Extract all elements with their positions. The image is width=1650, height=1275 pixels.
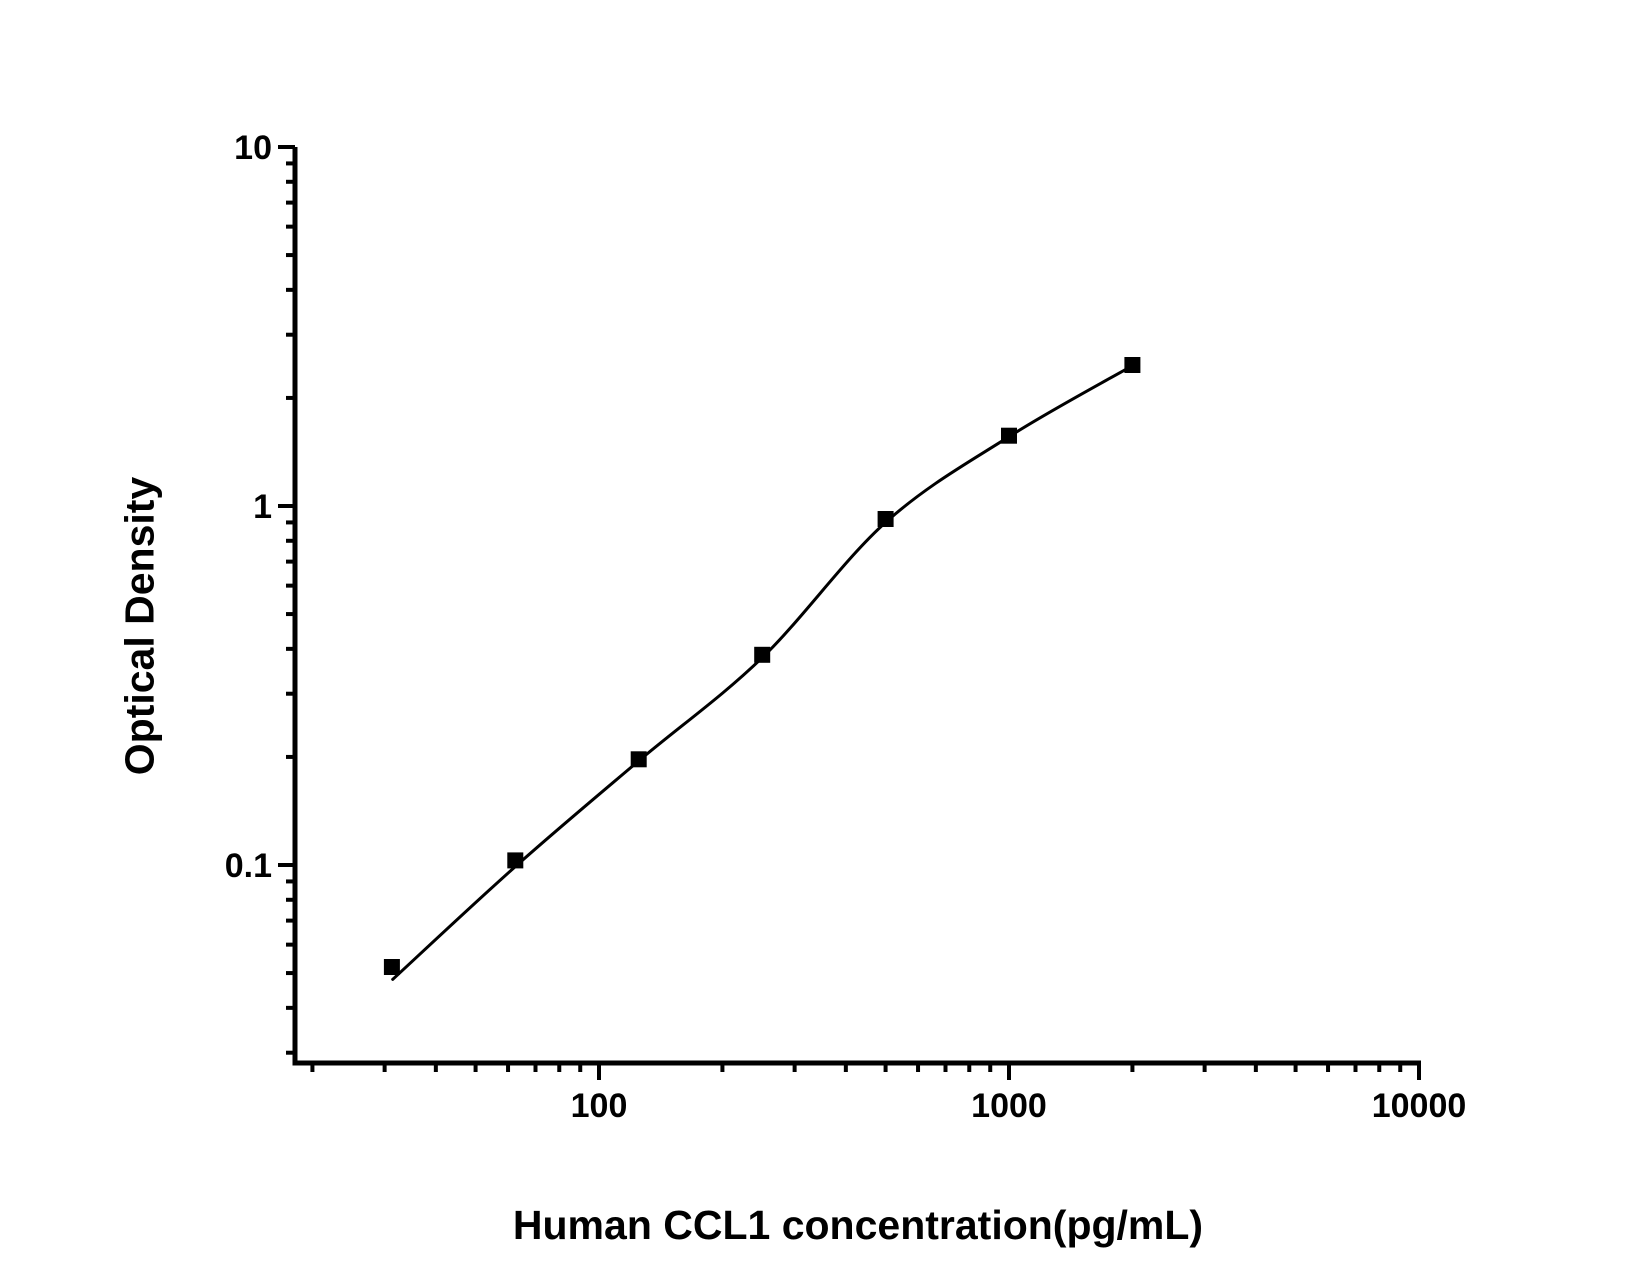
y-tick-label: 10 <box>234 129 272 167</box>
y-tick-label: 1 <box>253 488 272 526</box>
x-axis-title: Human CCL1 concentration(pg/mL) <box>512 1202 1204 1248</box>
data-point-marker <box>1124 357 1141 373</box>
data-point-marker <box>754 646 771 663</box>
x-tick-label: 100 <box>571 1087 628 1125</box>
fit-curve <box>391 364 1134 981</box>
data-point-marker <box>1001 427 1017 444</box>
data-point-marker <box>877 511 894 527</box>
data-point-marker <box>630 751 647 768</box>
y-axis-title: Optical Density <box>116 476 163 776</box>
x-tick-label: 10000 <box>1372 1087 1467 1125</box>
x-tick-label: 1000 <box>971 1087 1047 1125</box>
data-point-marker <box>507 852 524 869</box>
data-point-marker <box>383 959 400 975</box>
y-tick-label: 0.1 <box>225 847 272 885</box>
